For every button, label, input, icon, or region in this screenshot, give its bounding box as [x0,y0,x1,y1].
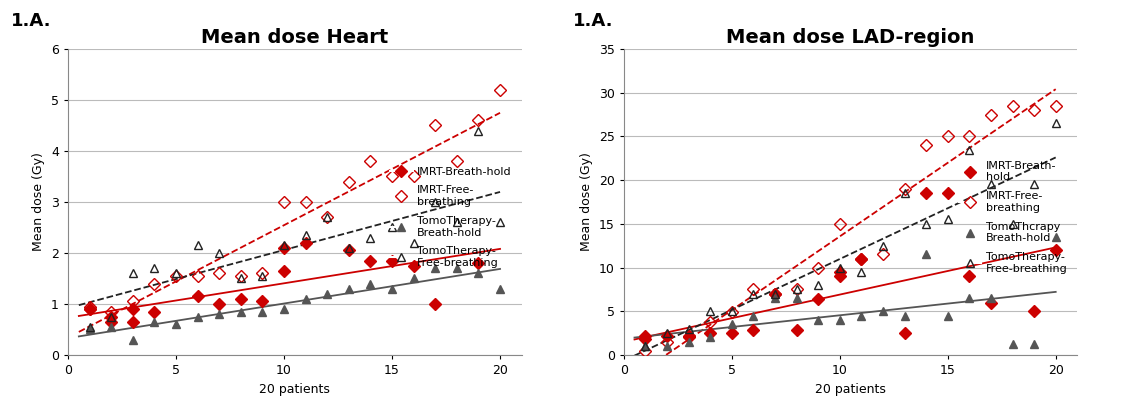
Text: 1.A.: 1.A. [11,12,52,30]
Title: Mean dose Heart: Mean dose Heart [201,29,389,47]
Legend: IMRT-Breath-
hold, IMRT-Free-
breathing, TomoThcrapy
Breath-hold, TomoTherapy-
F: IMRT-Breath- hold, IMRT-Free- breathing,… [955,156,1072,278]
Text: 1.A.: 1.A. [573,12,613,30]
X-axis label: 20 patients: 20 patients [815,383,886,395]
Y-axis label: Mean dose (Gy): Mean dose (Gy) [581,153,593,251]
Y-axis label: Mean dose (Gy): Mean dose (Gy) [33,153,45,251]
Title: Mean dose LAD-region: Mean dose LAD-region [726,29,975,47]
X-axis label: 20 patients: 20 patients [260,383,330,395]
Legend: IMRT-Breath-hold, IMRT-Free-
breathing, TomoTherapy-
Breath-hold, TomoTherapy-
F: IMRT-Breath-hold, IMRT-Free- breathing, … [386,162,516,273]
